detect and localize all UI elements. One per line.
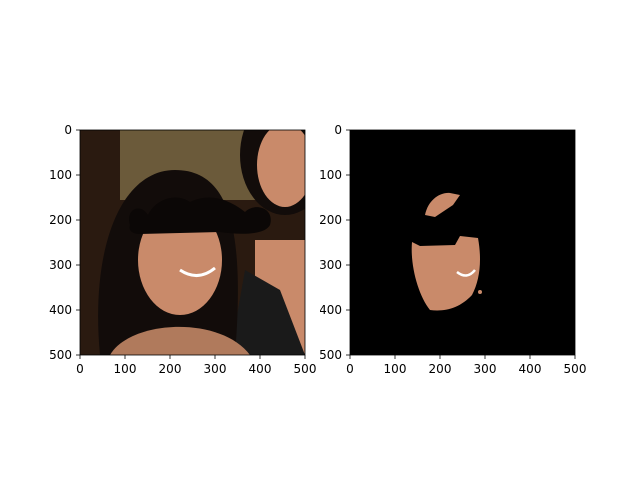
right-ytick-label: 200 [320,213,342,227]
right-image-axes: 0 100 200 300 400 500 0 100 200 300 400 500 [319,123,587,376]
right-xtick-label: 500 [564,362,587,376]
left-xtick-label: 300 [204,362,227,376]
right-image-content [350,130,575,355]
left-ytick-label: 300 [49,258,72,272]
right-ytick-label: 0 [334,123,342,137]
left-ytick-label: 200 [49,213,72,227]
forehead-mask [425,192,460,217]
right-ytick-label: 300 [320,258,342,272]
left-woman-shoulders [110,326,250,355]
left-xtick-label: 200 [159,362,182,376]
right-woman-dress [230,270,305,355]
left-xtick-label: 0 [76,362,84,376]
left-ytick-label: 500 [49,348,72,362]
face-mask [411,236,480,311]
left-axes-frame [79,129,306,356]
mustache-overlay [129,197,271,234]
left-ytick-label: 100 [49,168,72,182]
right-ytick-label: 100 [320,168,342,182]
right-axes-frame [349,129,576,356]
left-image-content [80,130,305,355]
right-ytick-label: 500 [320,348,342,362]
left-woman-smile [179,266,216,277]
mask-smile [456,269,476,277]
right-ytick-label: 400 [320,303,342,317]
left-image-axes: 0 100 200 300 400 500 0 100 200 300 400 500 [49,123,317,376]
right-xtick-label: 300 [474,362,497,376]
left-xtick-label: 500 [294,362,317,376]
left-image-panel: 0 100 200 300 400 500 0 100 200 300 400 500 [0,0,320,480]
left-ytick-label: 400 [49,303,72,317]
left-xtick-label: 400 [249,362,272,376]
left-xtick-label: 100 [114,362,137,376]
right-xtick-label: 400 [519,362,542,376]
mask-speck [478,290,482,294]
right-xtick-label: 100 [384,362,407,376]
right-image-panel: 0 100 200 300 400 500 0 100 200 300 400 500 [319,0,640,480]
right-xtick-label: 200 [429,362,452,376]
right-xtick-label: 0 [346,362,354,376]
right-woman-face [257,130,305,207]
left-ytick-label: 0 [64,123,72,137]
